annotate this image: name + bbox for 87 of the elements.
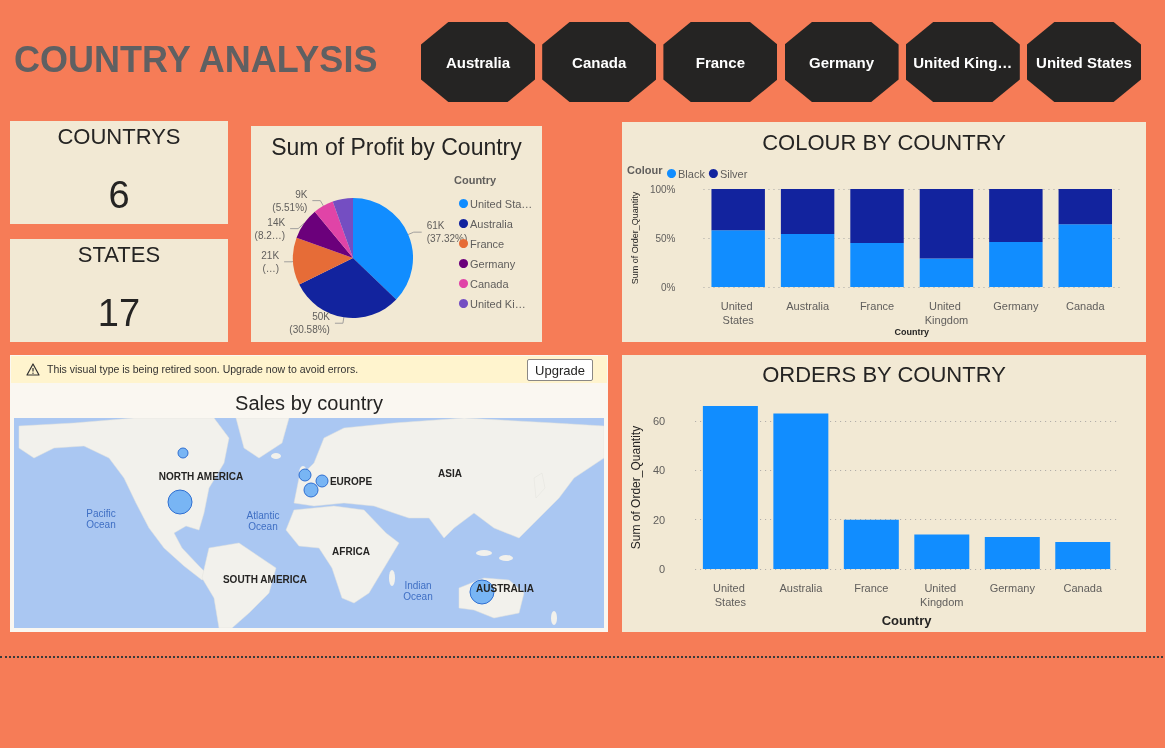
bar (989, 241, 1043, 287)
bar (1055, 541, 1111, 570)
y-axis-title: Sum of Order_Quantity (629, 191, 640, 285)
y-tick-label: 50% (655, 232, 676, 244)
text: Indian Ocean (403, 580, 433, 602)
bar (711, 189, 765, 231)
bar (989, 189, 1043, 242)
text: STATES (76, 241, 162, 269)
category-label: Germany (809, 53, 875, 71)
chart-title: Sum of Profit by Country (271, 133, 523, 160)
x-tick-label: Germany (993, 300, 1039, 312)
legend-label: Germany (470, 257, 516, 270)
text: Sales by country (234, 391, 384, 415)
x-tick-label: France (859, 300, 895, 312)
text: NORTH AMERICA (158, 471, 244, 482)
legend-label: Silver (719, 167, 748, 180)
x-tick-label: Canada (1066, 300, 1106, 312)
x-tick-label: France (854, 582, 889, 595)
y-tick-label: 0 (659, 563, 666, 576)
bar (919, 258, 974, 287)
legend-title: Colour (627, 163, 664, 176)
text: Atlantic Ocean (246, 510, 280, 532)
legend-label: Black (678, 167, 706, 180)
legend-label: Australia (470, 217, 514, 230)
octagon-button: Germany (784, 22, 899, 102)
bar (984, 536, 1040, 570)
y-tick-label: 100% (649, 183, 676, 195)
octagon-button: United King… (905, 22, 1020, 102)
data-label: 9K (5.51%) (272, 188, 308, 213)
category-label: France (695, 53, 745, 71)
text: COUNTRY ANALYSIS (14, 38, 378, 82)
data-label: 6 (107, 173, 131, 217)
bar (773, 413, 829, 570)
text: AUSTRALIA (476, 583, 534, 594)
chart-title: ORDERS BY COUNTRY (762, 361, 1007, 387)
octagon-button: Australia (421, 22, 535, 102)
chart-title: COLOUR BY COUNTRY (762, 129, 1007, 155)
data-label: 14K (8.2…) (254, 216, 286, 241)
y-tick-label: 60 (652, 414, 666, 427)
category-label: United King… (913, 53, 1013, 71)
text: AFRICA (332, 546, 370, 557)
y-axis-title: Sum of Order_Quantity (629, 425, 643, 550)
bar (850, 189, 904, 243)
text: COUNTRYS (56, 123, 182, 151)
bar (850, 242, 904, 287)
x-tick-label: Australia (786, 300, 830, 312)
data-label: 50K (30.58%) (289, 311, 331, 336)
bar (780, 189, 835, 235)
x-tick-label: Canada (1063, 582, 1103, 595)
bar (843, 519, 899, 570)
bar (711, 230, 765, 287)
bar (1058, 189, 1113, 225)
data-label: 17 (96, 291, 142, 335)
text: SOUTH AMERICA (222, 574, 308, 585)
text: Pacific Ocean (86, 508, 116, 530)
bar (1058, 224, 1113, 287)
text: This visual type is being retired soon. Upgrade now to avoid errors. (47, 363, 359, 376)
octagon-button: Canada (542, 22, 657, 102)
bar (702, 406, 758, 570)
bar (914, 534, 970, 570)
legend-title: Country (454, 173, 498, 186)
legend-label: France (470, 237, 505, 250)
text: ASIA (438, 468, 462, 479)
data-label: 21K (…) (261, 249, 280, 274)
bar (919, 189, 974, 259)
y-tick-label: 40 (652, 464, 666, 477)
bar (780, 234, 835, 287)
x-tick-label: United Kingdom (920, 582, 964, 609)
legend-label: United Ki… (470, 297, 526, 310)
y-tick-label: 0% (661, 281, 676, 293)
x-tick-label: United Kingdom (924, 300, 969, 326)
octagon-button: United States (1027, 22, 1141, 102)
legend-label: Canada (470, 277, 510, 290)
text: EUROPE (329, 476, 373, 487)
x-tick-label: United States (712, 582, 748, 609)
x-tick-label: Germany (989, 582, 1036, 595)
x-axis-title: Country (881, 613, 933, 628)
y-tick-label: 20 (652, 513, 666, 526)
x-axis-title: Country (894, 327, 929, 338)
octagon-button: France (663, 22, 778, 102)
legend-label: United Sta… (470, 197, 533, 210)
x-tick-label: Australia (779, 582, 824, 595)
x-tick-label: United States (720, 300, 756, 326)
category-label: Canada (572, 53, 627, 71)
category-label: Australia (445, 53, 511, 71)
upgrade-button: Upgrade (527, 359, 593, 381)
category-label: United States (1036, 53, 1132, 71)
